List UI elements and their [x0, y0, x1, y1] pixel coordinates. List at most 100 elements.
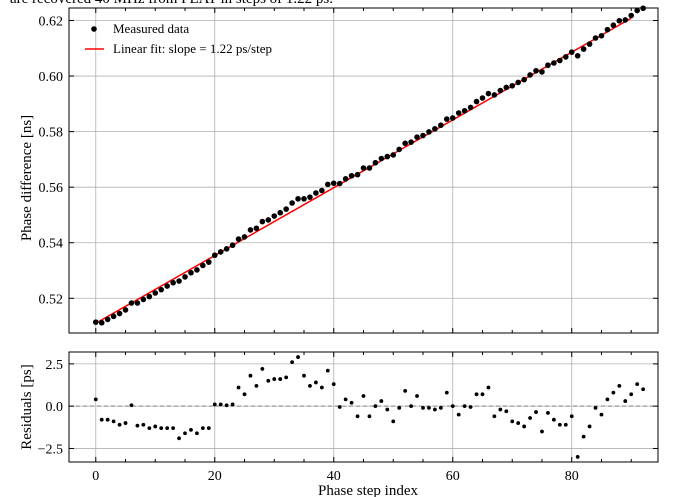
measured-point	[557, 57, 563, 64]
measured-point	[384, 153, 391, 160]
residual-ytick-label-2: 2.5	[46, 358, 64, 373]
measured-point	[586, 41, 593, 47]
phase-plot-ylabel: Phase difference [ns]	[19, 115, 35, 241]
residual-point	[492, 414, 497, 419]
measured-point	[634, 7, 640, 14]
residual-point	[528, 416, 532, 420]
residuals-plot-axes: 0 20 40 60 80 −2.5 0.0 2.5	[38, 351, 659, 484]
phase-plot-grid	[69, 8, 658, 333]
residual-point	[200, 426, 205, 431]
residual-point	[599, 412, 604, 417]
residuals-plot-grid	[69, 352, 658, 462]
residual-xtick-label-20: 20	[208, 469, 222, 484]
residual-xtick-label-40: 40	[327, 469, 341, 484]
measured-point	[527, 72, 533, 78]
measured-point	[104, 316, 111, 323]
residual-point	[611, 390, 616, 395]
residual-point	[153, 424, 158, 429]
residual-point	[319, 385, 324, 390]
residual-xtick-label-60: 60	[446, 469, 460, 484]
measured-point	[164, 283, 170, 289]
residual-ytick-label-0: −2.5	[38, 442, 63, 457]
residual-point	[623, 399, 628, 403]
residual-point	[355, 414, 360, 419]
measured-point	[265, 217, 272, 223]
measured-point	[283, 206, 289, 212]
residual-point	[629, 392, 634, 397]
measured-point	[420, 132, 426, 139]
residual-point	[385, 407, 390, 412]
residual-point	[432, 407, 437, 412]
measured-point	[277, 209, 284, 216]
residual-point	[551, 417, 556, 422]
measured-point	[592, 35, 599, 41]
residual-point	[474, 392, 479, 397]
measured-point	[473, 98, 480, 105]
residual-point	[272, 377, 277, 381]
residual-point	[260, 367, 265, 371]
measured-point	[241, 234, 248, 240]
measured-point	[610, 22, 617, 29]
residuals-plot: 0 20 40 60 80 −2.5 0.0 2.5	[38, 351, 659, 484]
residual-point	[93, 397, 98, 402]
measured-point	[485, 90, 492, 97]
residual-ytick-label-1: 0.0	[46, 400, 64, 415]
residual-point	[117, 422, 122, 427]
residual-point	[135, 423, 140, 428]
residual-point	[266, 378, 271, 383]
residual-point	[159, 426, 164, 431]
measured-point	[366, 165, 373, 171]
measured-point	[354, 171, 361, 178]
residual-point	[105, 417, 110, 422]
measured-point	[217, 249, 224, 255]
residuals-plot-xlabel: Phase step index	[318, 483, 418, 497]
measured-point	[551, 60, 557, 66]
measured-point	[307, 194, 313, 200]
residual-point	[635, 382, 640, 387]
measured-point	[229, 242, 236, 249]
measured-point	[194, 267, 200, 273]
residual-point	[212, 402, 217, 407]
residual-point	[581, 434, 586, 439]
residual-point	[605, 397, 610, 402]
phase-ytick-label-2: 0.56	[39, 181, 64, 196]
measured-point	[140, 296, 147, 303]
residual-points-layer	[69, 355, 658, 459]
residual-point	[421, 405, 425, 410]
measured-point	[378, 155, 385, 162]
residual-point	[409, 404, 413, 409]
residual-point	[379, 399, 384, 403]
residual-point	[557, 422, 562, 427]
residual-point	[284, 375, 289, 380]
residual-point	[569, 414, 574, 419]
residual-point	[361, 394, 366, 398]
measured-point	[223, 246, 230, 252]
measured-point	[491, 92, 498, 98]
measured-point	[330, 180, 337, 187]
residual-point	[224, 403, 229, 408]
residual-point	[308, 383, 312, 388]
measured-point	[455, 110, 462, 116]
measured-point	[396, 146, 402, 153]
measured-point	[426, 129, 432, 135]
measured-point	[467, 104, 474, 111]
residual-point	[403, 389, 408, 393]
residual-point	[254, 383, 259, 388]
legend-marker-measured	[91, 26, 97, 32]
measured-point	[158, 286, 165, 293]
measured-point	[336, 180, 343, 187]
measured-point	[438, 122, 444, 129]
phase-ytick-label-4: 0.60	[39, 70, 64, 85]
measured-point	[509, 82, 516, 89]
residual-point	[593, 405, 598, 410]
residual-point	[129, 403, 134, 408]
residual-point	[248, 373, 253, 378]
measured-point	[325, 181, 331, 188]
legend-label-measured: Measured data	[113, 21, 189, 36]
measured-point	[533, 67, 539, 74]
measured-point	[598, 32, 605, 39]
measured-point	[622, 17, 629, 23]
residual-point	[302, 373, 306, 378]
residual-point	[504, 409, 509, 414]
